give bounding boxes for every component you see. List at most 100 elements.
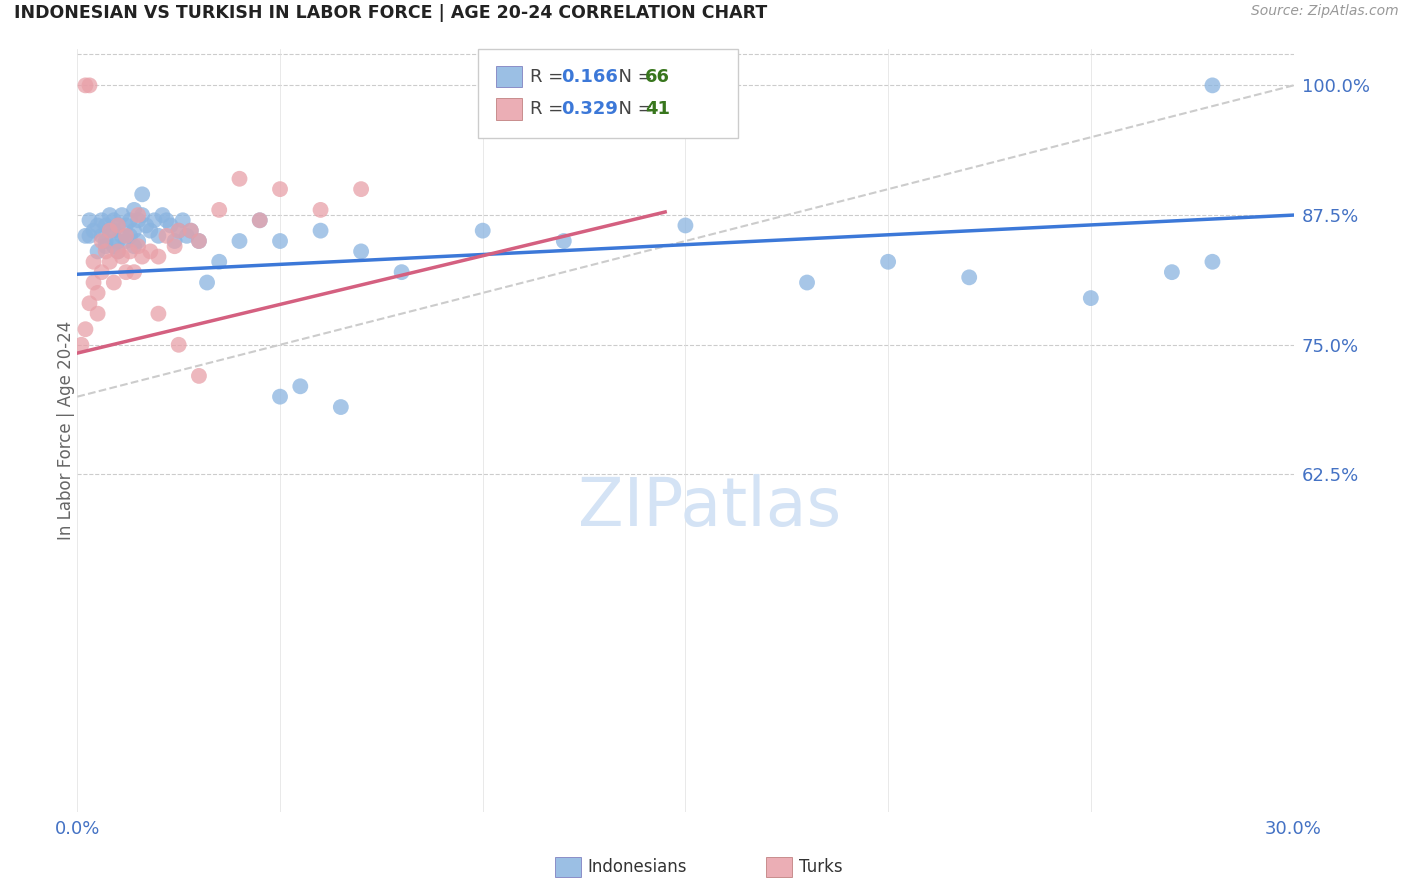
Point <box>877 254 900 268</box>
Point <box>115 219 138 233</box>
Point <box>86 285 108 300</box>
Text: 41: 41 <box>645 100 671 118</box>
Point <box>122 239 145 253</box>
Point <box>228 171 250 186</box>
Point <box>107 244 129 259</box>
Text: R =: R = <box>530 100 569 118</box>
Point <box>139 224 162 238</box>
Text: N =: N = <box>607 100 659 118</box>
Point <box>553 234 575 248</box>
Point <box>103 239 125 253</box>
Text: INDONESIAN VS TURKISH IN LABOR FORCE | AGE 20-24 CORRELATION CHART: INDONESIAN VS TURKISH IN LABOR FORCE | A… <box>14 4 768 22</box>
Point <box>122 202 145 217</box>
Point <box>90 228 112 243</box>
Point <box>103 224 125 238</box>
Point <box>83 224 105 238</box>
Point <box>1201 254 1223 268</box>
Point <box>111 208 134 222</box>
Text: 0.166: 0.166 <box>561 68 617 86</box>
Point <box>148 228 170 243</box>
Point <box>148 250 170 264</box>
Point <box>98 224 121 238</box>
Point <box>167 338 190 352</box>
Text: Turks: Turks <box>799 858 842 876</box>
Point <box>122 265 145 279</box>
Point <box>180 224 202 238</box>
Point <box>1201 78 1223 93</box>
Point <box>127 208 149 222</box>
Point <box>103 213 125 227</box>
Point <box>143 213 166 227</box>
Point <box>180 224 202 238</box>
Point <box>188 234 211 248</box>
Text: 66: 66 <box>645 68 671 86</box>
Point <box>269 390 291 404</box>
Point <box>163 234 186 248</box>
Point <box>163 239 186 253</box>
Point <box>139 244 162 259</box>
Point <box>107 219 129 233</box>
Point <box>350 244 373 259</box>
Text: Source: ZipAtlas.com: Source: ZipAtlas.com <box>1251 4 1399 19</box>
Point <box>94 234 117 248</box>
Point <box>309 224 332 238</box>
Point <box>79 296 101 310</box>
Point <box>86 219 108 233</box>
Point <box>75 228 97 243</box>
Point <box>188 234 211 248</box>
Text: ZIPatlas: ZIPatlas <box>578 474 841 540</box>
Point <box>228 234 250 248</box>
Point <box>86 307 108 321</box>
Point <box>155 228 177 243</box>
Point <box>350 182 373 196</box>
Point <box>118 213 141 227</box>
Y-axis label: In Labor Force | Age 20-24: In Labor Force | Age 20-24 <box>58 321 75 540</box>
Point <box>90 265 112 279</box>
Point <box>249 213 271 227</box>
Text: N =: N = <box>607 68 659 86</box>
Point <box>269 234 291 248</box>
Point <box>131 250 153 264</box>
Text: Indonesians: Indonesians <box>588 858 688 876</box>
Point <box>1080 291 1102 305</box>
Point <box>127 213 149 227</box>
Point <box>98 224 121 238</box>
Point <box>290 379 312 393</box>
Point <box>115 228 138 243</box>
Point <box>75 322 97 336</box>
Point <box>111 250 134 264</box>
Point <box>103 276 125 290</box>
Point <box>195 276 218 290</box>
Point <box>115 234 138 248</box>
Point <box>131 208 153 222</box>
Point <box>309 202 332 217</box>
Point <box>83 254 105 268</box>
Point <box>176 228 198 243</box>
Point <box>127 234 149 248</box>
Point <box>115 265 138 279</box>
Point <box>188 368 211 383</box>
Point <box>70 338 93 352</box>
Point <box>90 213 112 227</box>
Point <box>83 276 105 290</box>
Point <box>167 224 190 238</box>
Point <box>98 208 121 222</box>
Point <box>107 244 129 259</box>
Point <box>94 219 117 233</box>
Point <box>675 219 697 233</box>
Point <box>148 307 170 321</box>
Point <box>90 234 112 248</box>
Point <box>1161 265 1184 279</box>
Point <box>79 228 101 243</box>
Point <box>391 265 413 279</box>
Point <box>957 270 980 285</box>
Point <box>152 208 174 222</box>
Point <box>75 78 97 93</box>
Point <box>167 224 190 238</box>
Point <box>86 244 108 259</box>
Point <box>329 400 352 414</box>
Point <box>155 213 177 227</box>
Point <box>208 202 231 217</box>
Point <box>127 239 149 253</box>
Point <box>118 244 141 259</box>
